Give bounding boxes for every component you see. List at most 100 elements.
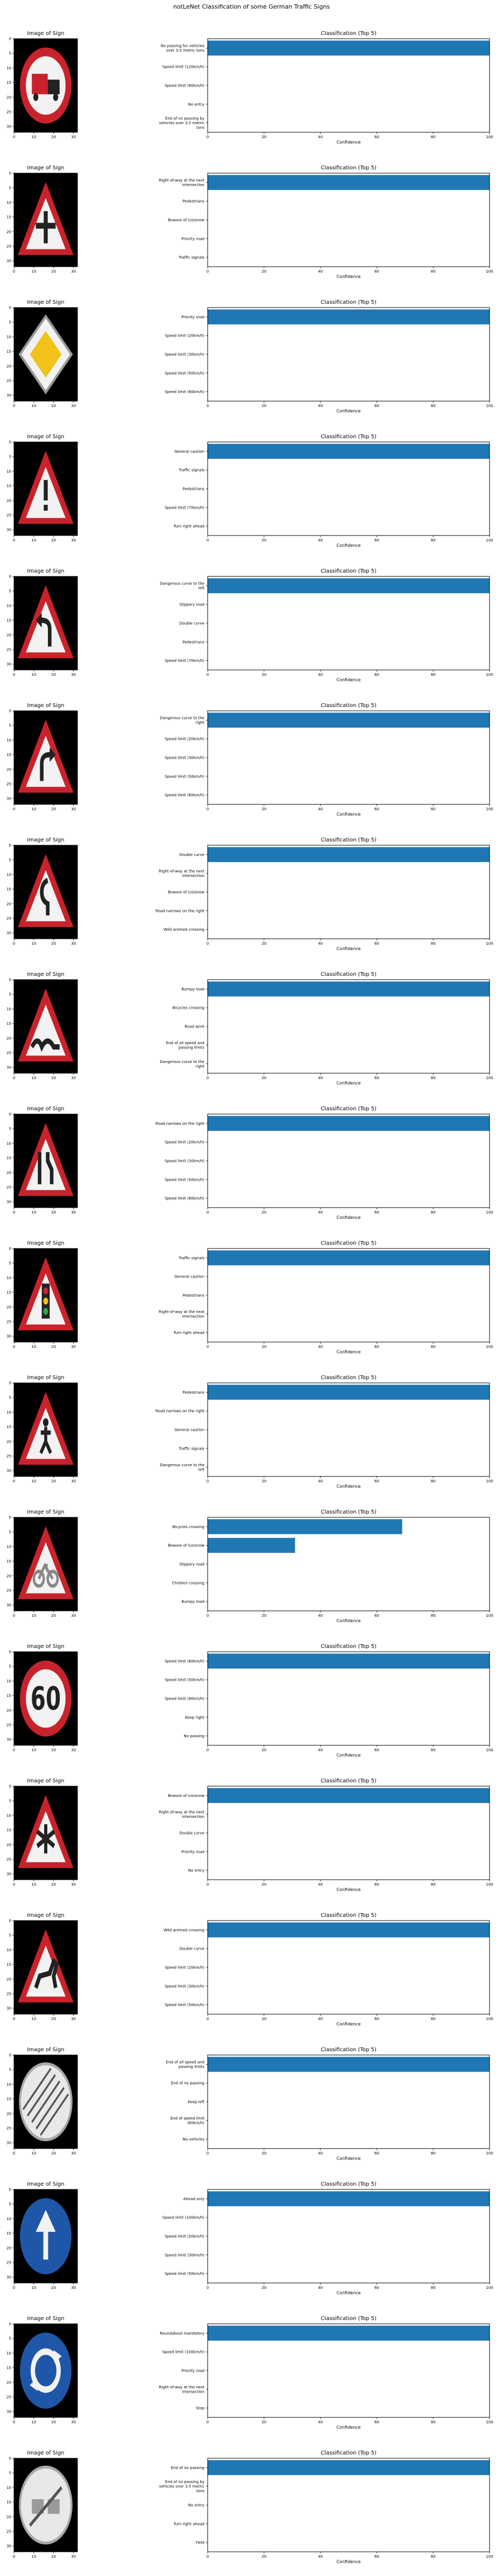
image-xtick-label: 20 <box>51 538 56 543</box>
category-label: End of all speed and passing limits <box>166 2060 205 2070</box>
image-ytick-label: 20 <box>6 2246 11 2250</box>
bar-axes-frame <box>207 1651 490 1746</box>
image-xtick-label: 20 <box>51 269 56 274</box>
image-ytick-label: 5 <box>9 589 11 594</box>
image-xtick-label: 30 <box>71 2286 76 2290</box>
image-panel: Image of Sign 60 0 10 20 30 0 5 10 15 20 25 30 <box>6 1644 78 1752</box>
confidence-xtick-label: 60 <box>374 1479 379 1483</box>
confidence-xtick-label: 100 <box>486 2286 493 2290</box>
confidence-xtick-label: 0 <box>207 807 209 811</box>
confidence-xtick-label: 0 <box>207 2151 209 2156</box>
image-xtick-label: 30 <box>71 2151 76 2156</box>
image-ytick-label: 0 <box>9 1650 11 1654</box>
image-xtick-label: 10 <box>31 135 36 139</box>
confidence-xtick-label: 80 <box>431 673 436 677</box>
confidence-xtick-label: 20 <box>261 941 266 946</box>
bar-axes-frame <box>207 2189 490 2284</box>
image-ytick-label: 25 <box>6 916 11 920</box>
image-ytick-label: 5 <box>9 52 11 56</box>
confidence-xtick-label: 60 <box>374 807 379 811</box>
image-xtick-label: 0 <box>13 1614 15 1618</box>
image-xtick-label: 0 <box>13 1076 15 1080</box>
category-label: General caution <box>174 1275 204 1279</box>
category-label: Traffic signals <box>178 1446 204 1451</box>
image-ytick-label: 5 <box>9 455 11 459</box>
image-frame <box>13 1920 78 2015</box>
category-label: Speed limit (50km/h) <box>165 1178 204 1182</box>
image-xtick-label: 30 <box>71 1748 76 1752</box>
bar-axes-frame <box>207 1114 490 1208</box>
image-ytick-label: 10 <box>6 2217 11 2221</box>
image-ytick-label: 15 <box>6 484 11 488</box>
confidence-bar <box>208 309 490 325</box>
image-ytick-label: 15 <box>6 618 11 623</box>
image-xtick-label: 20 <box>51 1748 56 1752</box>
image-ytick-label: 25 <box>6 647 11 652</box>
image-frame <box>13 1517 78 1611</box>
confidence-axis-label: Confidence <box>337 1081 361 1086</box>
bar-panel: Classification (Top 5) Bicycles crossing B… <box>168 1509 493 1623</box>
image-xtick-label: 0 <box>13 1748 15 1752</box>
category-label: Speed limit (60km/h) <box>165 1196 204 1201</box>
confidence-axis-label: Confidence <box>337 2425 361 2430</box>
confidence-axis-label: Confidence <box>337 409 361 413</box>
image-ytick-label: 30 <box>6 1335 11 1339</box>
confidence-xtick-label: 100 <box>486 2151 493 2156</box>
category-label: Traffic signals <box>178 468 204 473</box>
image-ytick-label: 20 <box>6 1843 11 1847</box>
image-ytick-label: 5 <box>9 320 11 325</box>
confidence-xtick-label: 0 <box>207 1076 209 1080</box>
image-ytick-label: 30 <box>6 1603 11 1608</box>
image-frame <box>13 2323 78 2418</box>
category-label: Beware of ice/snow <box>168 1544 204 1548</box>
image-frame <box>13 1382 78 1477</box>
bar-panel: Classification (Top 5) Dangerous curve to… <box>160 568 493 682</box>
confidence-xtick-label: 40 <box>318 404 323 408</box>
image-ytick-label: 10 <box>6 469 11 474</box>
category-label: Pedestrians <box>182 1294 204 1298</box>
image-ytick-label: 25 <box>6 1319 11 1324</box>
confidence-xtick-label: 60 <box>374 1210 379 1215</box>
image-xtick-label: 10 <box>31 538 36 543</box>
image-ytick-label: 15 <box>6 1694 11 1698</box>
bar-axes-frame <box>207 441 490 536</box>
confidence-xtick-label: 100 <box>486 1345 493 1349</box>
image-xtick-label: 10 <box>31 2151 36 2156</box>
confidence-xtick-label: 20 <box>261 1345 266 1349</box>
confidence-axis-label: Confidence <box>337 140 361 145</box>
image-panel-title: Image of Sign <box>27 31 64 37</box>
category-label: Speed limit (70km/h) <box>165 659 204 663</box>
bar-panel-title: Classification (Top 5) <box>321 1106 377 1112</box>
confidence-axis-label: Confidence <box>337 946 361 951</box>
image-panel: Image of Sign 0 10 20 30 0 5 10 15 20 25 30 <box>6 1509 78 1618</box>
category-label: Turn right ahead <box>173 1331 204 1335</box>
bar-panel: Classification (Top 5) No passing for veh… <box>159 31 493 145</box>
confidence-xtick-label: 20 <box>261 2017 266 2021</box>
image-ytick-label: 10 <box>6 1007 11 1011</box>
confidence-xtick-label: 0 <box>207 673 209 677</box>
bar-panel-title: Classification (Top 5) <box>321 568 377 574</box>
image-ytick-label: 15 <box>6 215 11 219</box>
image-panel: Image of Sign 0 10 20 30 0 5 10 15 20 25 30 <box>6 1240 78 1349</box>
image-ytick-label: 10 <box>6 2351 11 2356</box>
image-panel-title: Image of Sign <box>27 2316 64 2322</box>
image-ytick-label: 15 <box>6 1425 11 1429</box>
image-ytick-label: 10 <box>6 2082 11 2087</box>
image-panel-title: Image of Sign <box>27 1913 64 1918</box>
image-ytick-label: 0 <box>9 1785 11 1789</box>
confidence-xtick-label: 40 <box>318 1614 323 1618</box>
category-label: Speed limit (20km/h) <box>165 1140 204 1145</box>
bar-panel-title: Classification (Top 5) <box>321 1644 377 1650</box>
image-ytick-label: 20 <box>6 1305 11 1309</box>
category-label: Yield <box>195 2541 204 2545</box>
image-panel: Image of Sign 0 10 20 30 0 5 10 15 20 25 30 <box>6 2047 78 2156</box>
confidence-xtick-label: 0 <box>207 2286 209 2290</box>
confidence-xtick-label: 20 <box>261 269 266 274</box>
image-ytick-label: 30 <box>6 528 11 532</box>
category-label: Beware of ice/snow <box>168 890 204 895</box>
bar-panel-title: Classification (Top 5) <box>321 31 377 37</box>
image-ytick-label: 15 <box>6 1290 11 1295</box>
